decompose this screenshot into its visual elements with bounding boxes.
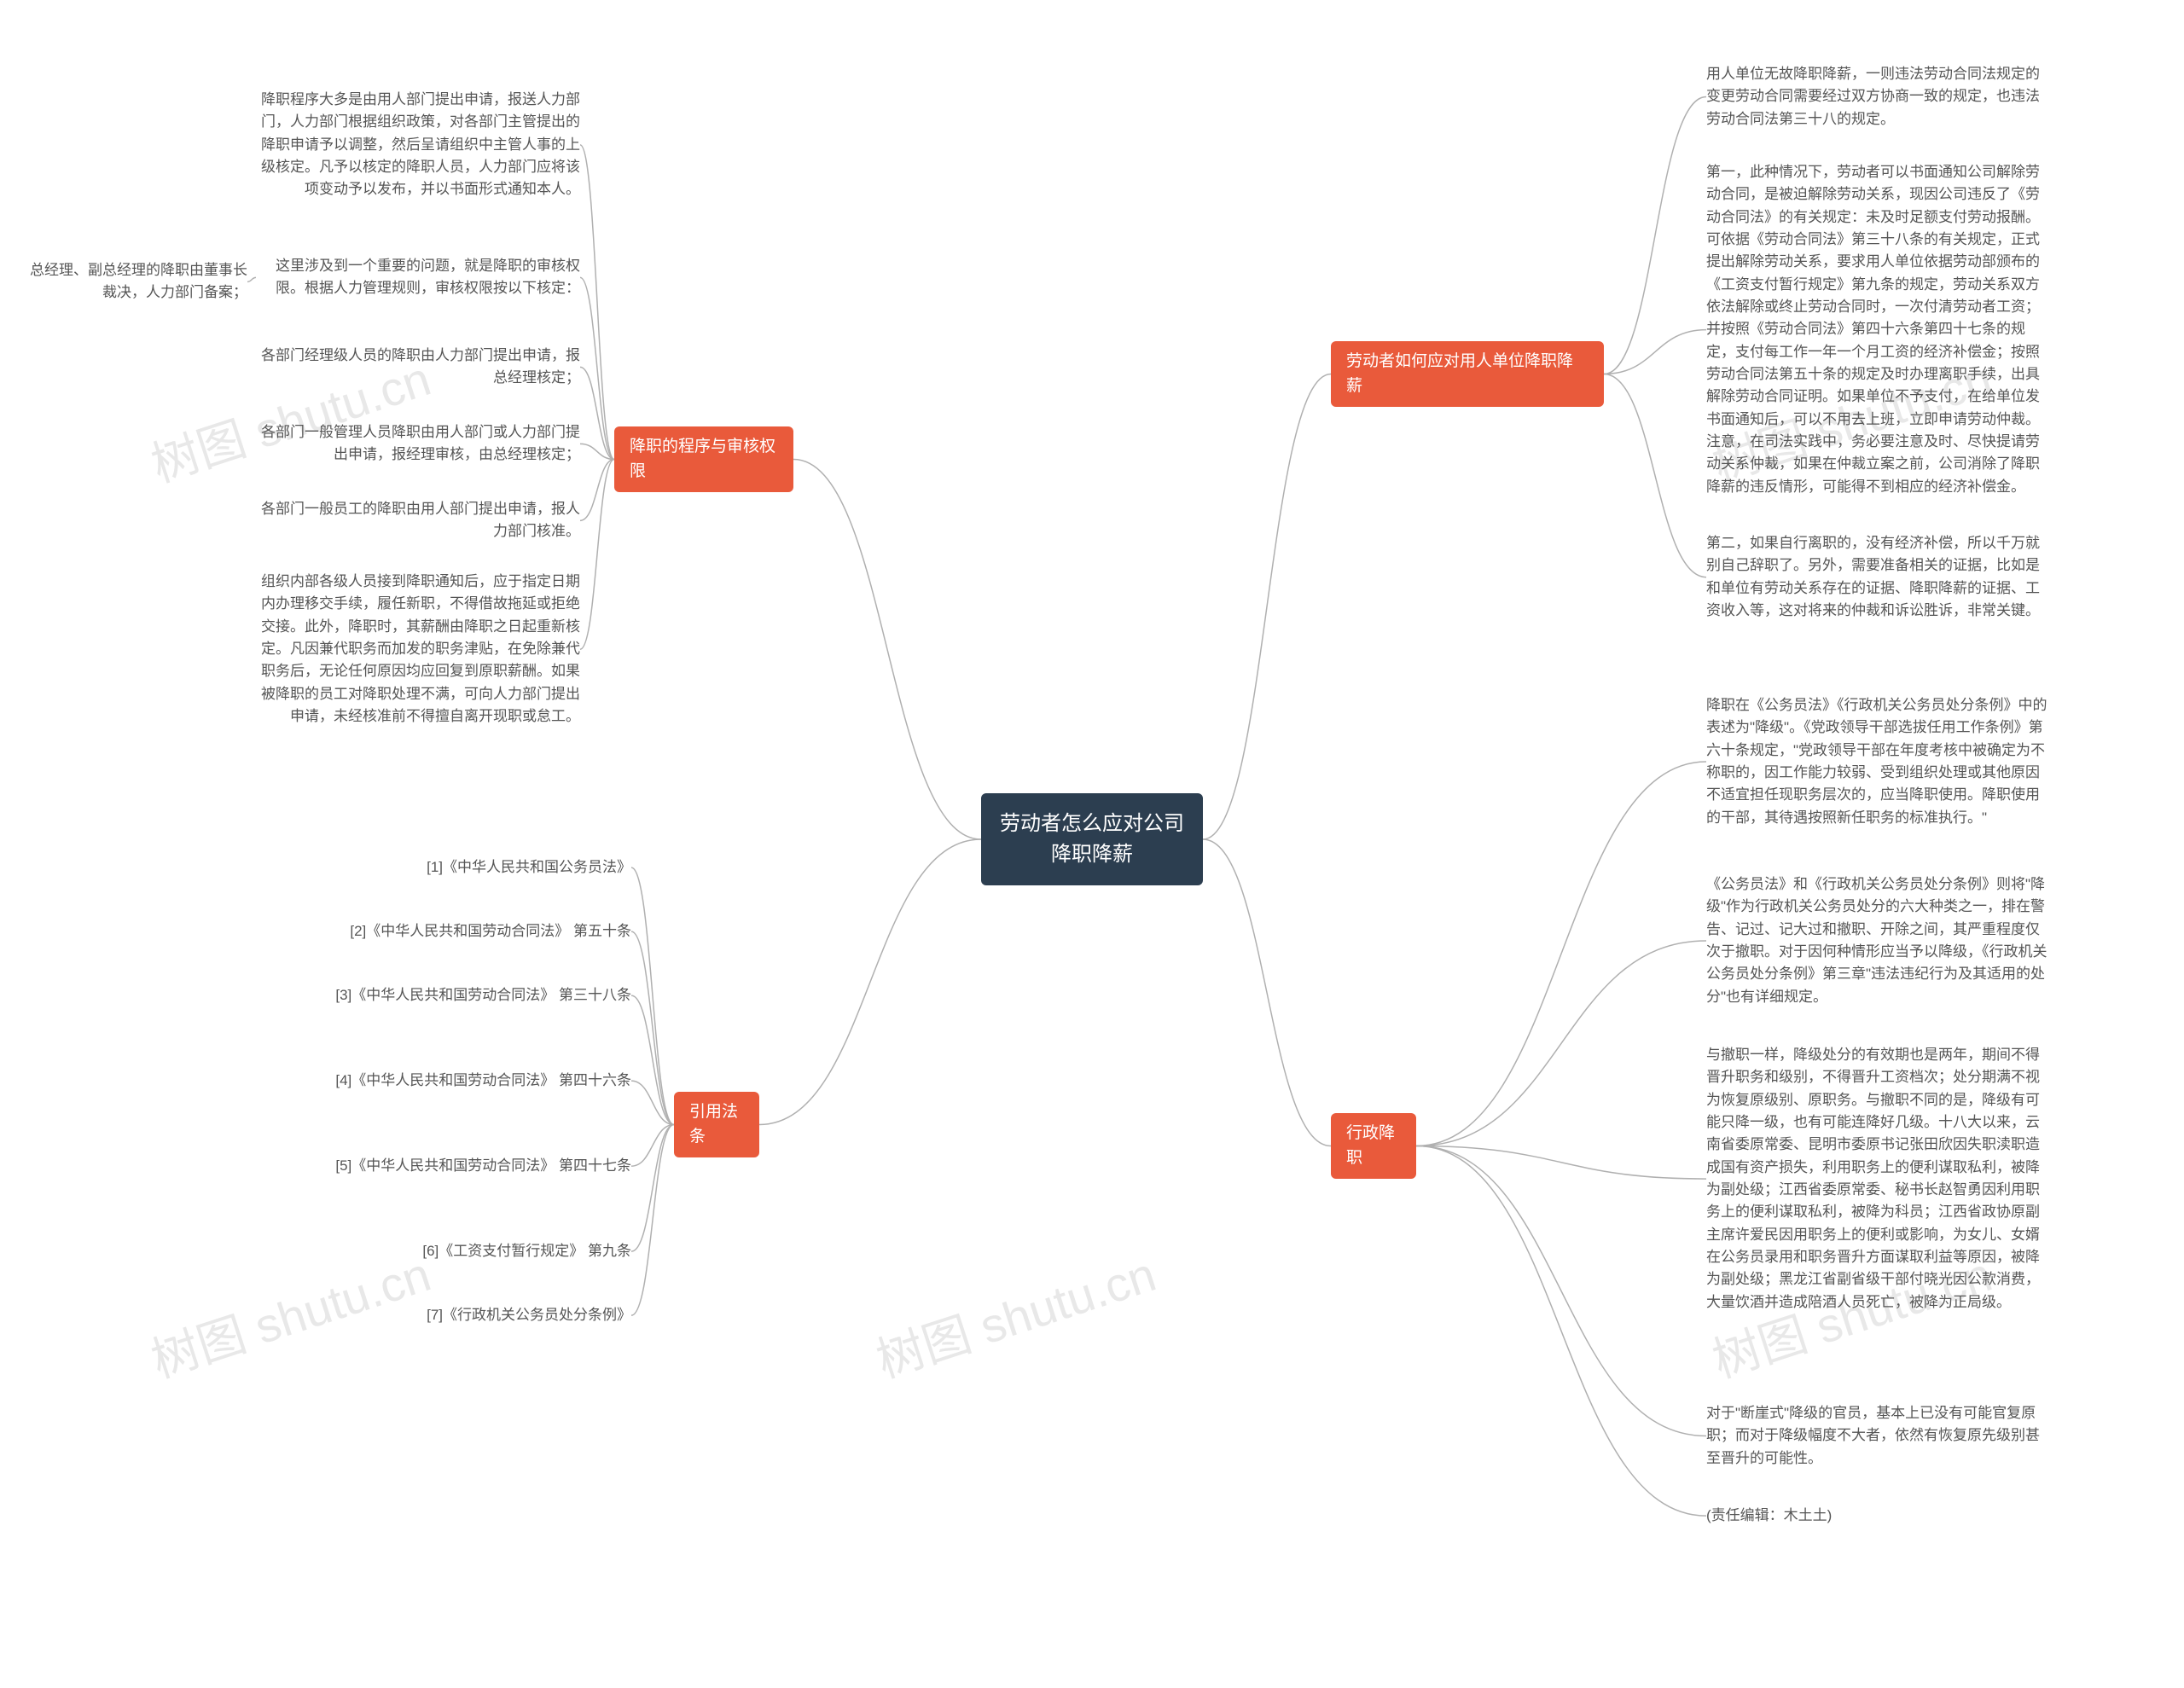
leaf-b4-7: [7]《行政机关公务员处分条例》	[324, 1301, 631, 1330]
leaf-b1-1: 用人单位无故降职降薪，一则违法劳动合同法规定的变更劳动合同需要经过双方协商一致的…	[1706, 60, 2048, 134]
leaf-b2-5: (责任编辑：木土土)	[1706, 1501, 2048, 1530]
leaf-b4-6: [6]《工资支付暂行规定》 第九条	[324, 1237, 631, 1266]
leaf-b4-5: [5]《中华人民共和国劳动合同法》 第四十七条	[324, 1151, 631, 1180]
leaf-b3-2: 这里涉及到一个重要的问题，就是降职的审核权限。根据人力管理规则，审核权限按以下核…	[256, 252, 580, 304]
leaf-b1-3: 第二，如果自行离职的，没有经济补偿，所以千万就别自己辞职了。另外，需要准备相关的…	[1706, 529, 2048, 625]
leaf-b3-4: 各部门一般管理人员降职由用人部门或人力部门提出申请，报经理审核，由总经理核定；	[256, 418, 580, 470]
leaf-b2-3: 与撤职一样，降级处分的有效期也是两年，期间不得晋升职务和级别，不得晋升工资档次；…	[1706, 1041, 2048, 1317]
leaf-b2-1: 降职在《公务员法》《行政机关公务员处分条例》中的表述为"降级"。《党政领导干部选…	[1706, 691, 2048, 832]
leaf-b3-6: 组织内部各级人员接到降职通知后，应于指定日期内办理移交手续，履任新职，不得借故拖…	[256, 567, 580, 731]
leaf-b2-4: 对于"断崖式"降级的官员，基本上已没有可能官复原职；而对于降级幅度不大者，依然有…	[1706, 1399, 2048, 1473]
leaf-b4-1: [1]《中华人民共和国公务员法》	[324, 853, 631, 882]
leaf-b3-3: 各部门经理级人员的降职由人力部门提出申请，报总经理核定；	[256, 341, 580, 393]
root-node: 劳动者怎么应对公司降职降薪	[981, 793, 1203, 885]
branch-b3: 降职的程序与审核权限	[614, 426, 793, 492]
branch-b4: 引用法条	[674, 1092, 759, 1157]
watermark: 树图 shutu.cn	[867, 1237, 1164, 1392]
leaf-b3-2a: 总经理、副总经理的降职由董事长裁决，人力部门备案；	[26, 256, 247, 308]
leaf-b1-2: 第一，此种情况下，劳动者可以书面通知公司解除劳动合同，是被迫解除劳动关系，现因公…	[1706, 158, 2048, 502]
branch-b1: 劳动者如何应对用人单位降职降薪	[1331, 341, 1604, 407]
leaf-b3-1: 降职程序大多是由用人部门提出申请，报送人力部门，人力部门根据组织政策，对各部门主…	[256, 85, 580, 205]
branch-b2: 行政降职	[1331, 1113, 1416, 1179]
leaf-b4-3: [3]《中华人民共和国劳动合同法》 第三十八条	[324, 981, 631, 1010]
leaf-b2-2: 《公务员法》和《行政机关公务员处分条例》则将"降级"作为行政机关公务员处分的六大…	[1706, 870, 2048, 1012]
leaf-b4-2: [2]《中华人民共和国劳动合同法》 第五十条	[324, 917, 631, 946]
leaf-b3-5: 各部门一般员工的降职由用人部门提出申请，报人力部门核准。	[256, 495, 580, 547]
leaf-b4-4: [4]《中华人民共和国劳动合同法》 第四十六条	[324, 1066, 631, 1095]
